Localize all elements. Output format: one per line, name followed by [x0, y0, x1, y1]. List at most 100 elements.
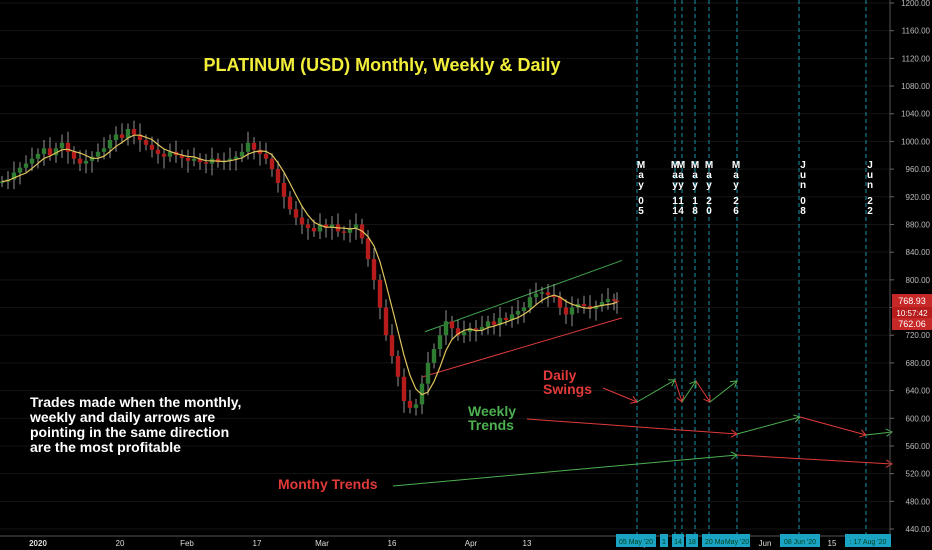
candle: [281, 171, 287, 209]
marker-month-letter: a: [638, 170, 644, 181]
candle: [179, 149, 185, 168]
candle: [185, 149, 191, 173]
candle: [215, 153, 221, 168]
bottom-date-tag-label: 18: [688, 539, 696, 546]
y-tick-label: 920.00: [906, 193, 931, 202]
bottom-date-tag: 08 Jun '20: [780, 534, 820, 547]
candle: [509, 306, 515, 328]
y-tick-label: 440.00: [906, 525, 931, 534]
candle: [299, 206, 305, 235]
vertical-date-marker: Jun 08: [800, 160, 806, 217]
candle: [323, 218, 329, 238]
marker-month-letter: y: [672, 180, 678, 191]
price-label-lower: 762.06: [898, 319, 926, 329]
weekly-trends-label-line2: Trends: [468, 417, 514, 433]
marker-month-letter: a: [733, 170, 739, 181]
note-line-1: Trades made when the monthly,: [30, 394, 242, 410]
candle: [11, 161, 17, 190]
candle: [467, 322, 473, 342]
y-tick-label: 520.00: [906, 470, 931, 479]
marker-month-letter: M: [671, 160, 679, 171]
vertical-date-marker: Jun 22: [867, 160, 873, 217]
marker-day-digit: 2: [706, 196, 712, 207]
marker-month-letter: u: [867, 170, 873, 181]
candle: [239, 143, 245, 163]
candle: [137, 123, 143, 152]
daily-swing-arrow: [681, 380, 697, 403]
vertical-date-marker: May 11: [671, 160, 679, 217]
bottom-date-tag-label: 08 Jun '20: [784, 539, 816, 546]
bottom-date-tag: 18: [686, 534, 698, 547]
marker-month-letter: M: [705, 160, 713, 171]
monthly-trend-arrow: [392, 451, 738, 487]
candle: [161, 148, 167, 169]
candle: [167, 143, 173, 163]
candle: [329, 216, 335, 240]
y-tick-label: 640.00: [906, 387, 931, 396]
monthly-trend-arrow: [736, 454, 893, 468]
bottom-date-tag-label: 20 May '20: [705, 539, 739, 546]
vertical-date-marker: May 20: [705, 160, 713, 217]
y-tick-label: 1200.00: [901, 0, 930, 8]
marker-month-letter: a: [692, 170, 698, 181]
candle: [119, 123, 125, 144]
weekly-trend-arrow: [526, 418, 738, 438]
candle: [425, 351, 431, 396]
x-tick-label: Mar: [315, 539, 329, 548]
candle: [335, 213, 341, 237]
candle: [431, 343, 437, 369]
y-tick-label: 1080.00: [901, 82, 930, 91]
marker-month-letter: J: [867, 160, 873, 171]
marker-day-digit: 8: [692, 206, 698, 217]
y-tick-label: 1160.00: [902, 27, 931, 36]
bottom-date-tag: : 17 Aug '20: [845, 534, 891, 547]
strategy-note: Trades made when the monthly, weekly and…: [30, 395, 241, 455]
candle: [503, 312, 509, 326]
candle: [527, 288, 533, 314]
marker-day-digit: 2: [867, 196, 873, 207]
marker-day-digit: 6: [733, 206, 739, 217]
candle: [41, 140, 47, 166]
bottom-date-tag-label: 14: [674, 539, 682, 546]
x-tick-label: Apr: [465, 539, 478, 548]
marker-day-digit: 5: [638, 206, 644, 217]
y-tick-label: 480.00: [906, 497, 931, 506]
bottom-date-tag-label: 05 May '20: [619, 539, 653, 546]
candle: [287, 191, 293, 215]
candle: [125, 123, 131, 146]
note-line-2: weekly and daily arrows are: [30, 409, 216, 425]
candle: [269, 153, 275, 177]
marker-month-letter: M: [677, 160, 685, 171]
y-tick-label: 840.00: [906, 248, 931, 257]
candle: [377, 274, 383, 320]
bottom-date-tag-label: May '20: [725, 539, 749, 546]
candles-layer: [0, 120, 620, 416]
candle: [263, 142, 269, 165]
candle: [371, 248, 377, 290]
price-axis: 1200.00 1160.00 1120.00 1080.00 1040.00 1000.…: [889, 0, 931, 536]
marker-month-letter: y: [692, 180, 698, 191]
candle: [485, 315, 491, 335]
candle: [107, 134, 113, 159]
candle: [545, 283, 551, 307]
marker-month-letter: J: [800, 160, 806, 171]
candle: [353, 213, 359, 240]
candle: [611, 293, 617, 311]
bottom-date-tag: 14: [672, 534, 684, 547]
candle: [203, 153, 209, 174]
candle: [131, 120, 137, 145]
candle: [293, 200, 299, 226]
marker-month-letter: M: [691, 160, 699, 171]
y-tick-label: 720.00: [906, 331, 931, 340]
vertical-date-marker: May 18: [691, 160, 699, 217]
marker-month-letter: n: [867, 180, 873, 191]
bottom-date-tag-label: : 17 Aug '20: [850, 539, 887, 546]
note-line-4: are the most profitable: [30, 439, 181, 455]
candle: [233, 151, 239, 171]
candle: [401, 368, 407, 413]
candle: [491, 313, 497, 335]
candle: [593, 300, 599, 321]
moving-average-layer: [1, 134, 618, 396]
candle: [557, 291, 563, 316]
bottom-date-tag: 05 May '20: [616, 534, 656, 547]
